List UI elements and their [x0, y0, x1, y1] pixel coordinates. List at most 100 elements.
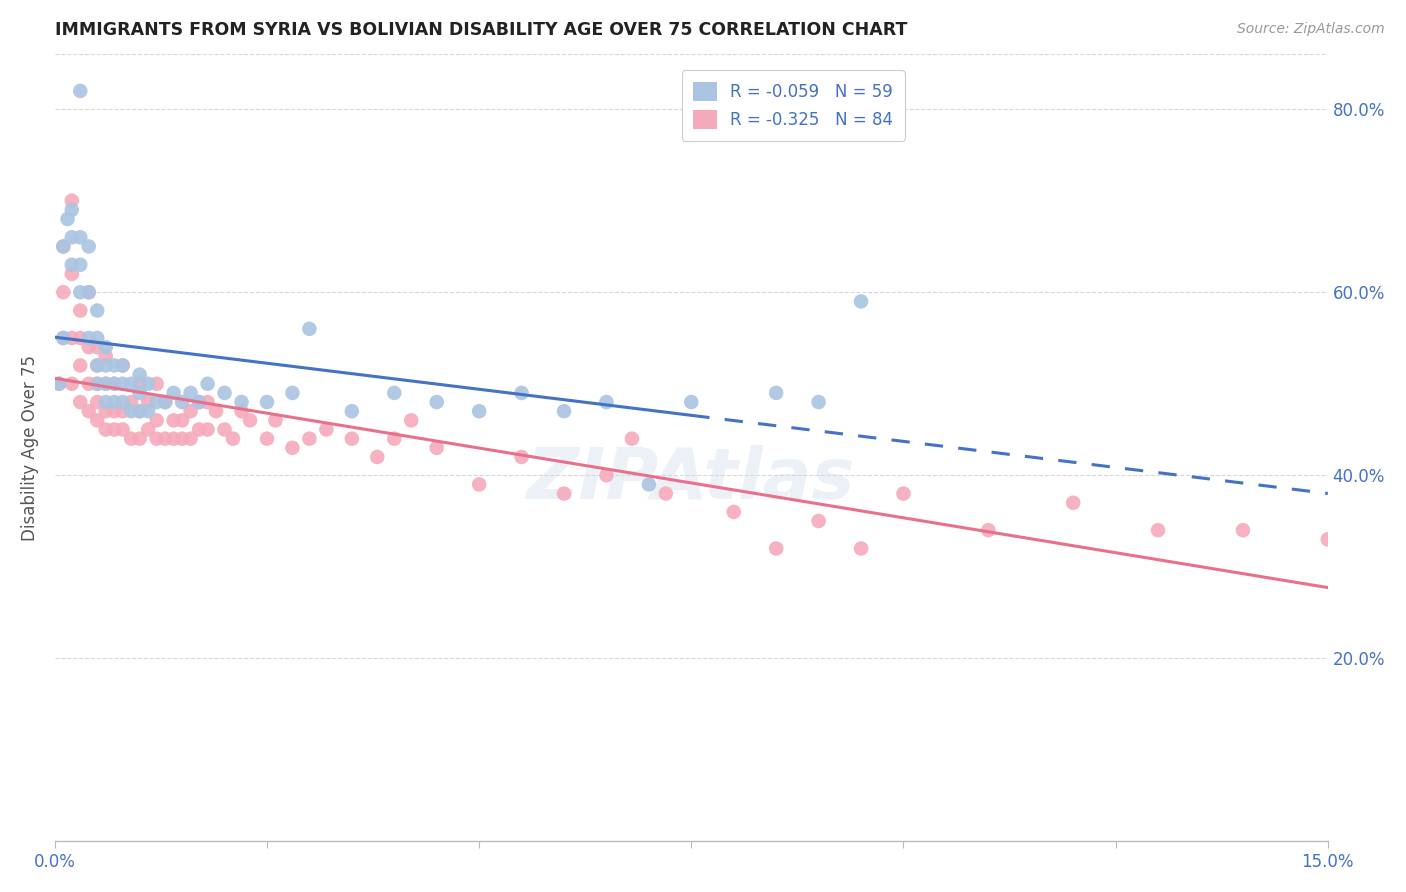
Point [468, 477, 491, 491]
Point [128, 376, 150, 391]
Point [382, 385, 405, 400]
Point [120, 376, 142, 391]
Point [366, 450, 388, 464]
Point [94, 395, 117, 409]
Point [172, 432, 194, 446]
Point [103, 395, 125, 409]
Point [103, 376, 125, 391]
Point [239, 413, 262, 427]
Point [128, 404, 150, 418]
Point [56, 212, 79, 227]
Point [69, 285, 91, 300]
Point [231, 395, 253, 409]
Point [69, 84, 91, 98]
Point [77, 239, 100, 253]
Point [103, 376, 125, 391]
Point [94, 349, 117, 363]
Point [136, 423, 159, 437]
Point [120, 395, 142, 409]
Point [298, 322, 321, 336]
Point [52, 331, 75, 345]
Point [86, 303, 108, 318]
Point [86, 395, 108, 409]
Point [849, 541, 872, 556]
Point [399, 413, 422, 427]
Point [111, 359, 134, 373]
Point [111, 376, 134, 391]
Point [52, 239, 75, 253]
Point [510, 385, 533, 400]
Point [807, 514, 830, 528]
Point [162, 413, 184, 427]
Point [298, 432, 321, 446]
Y-axis label: Disability Age Over 75: Disability Age Over 75 [21, 355, 39, 541]
Point [69, 359, 91, 373]
Point [281, 441, 304, 455]
Point [340, 404, 363, 418]
Point [153, 432, 176, 446]
Point [264, 413, 287, 427]
Point [52, 285, 75, 300]
Point [128, 432, 150, 446]
Point [60, 331, 83, 345]
Point [765, 541, 787, 556]
Point [162, 385, 184, 400]
Point [180, 404, 202, 418]
Point [638, 477, 661, 491]
Point [468, 404, 491, 418]
Point [162, 432, 184, 446]
Point [145, 376, 167, 391]
Point [145, 413, 167, 427]
Point [94, 423, 117, 437]
Point [145, 432, 167, 446]
Point [681, 395, 703, 409]
Point [180, 432, 202, 446]
Point [553, 486, 575, 500]
Point [136, 395, 159, 409]
Point [205, 404, 228, 418]
Point [1316, 533, 1339, 547]
Point [256, 432, 278, 446]
Point [86, 376, 108, 391]
Point [86, 331, 108, 345]
Point [77, 331, 100, 345]
Point [153, 395, 176, 409]
Point [382, 432, 405, 446]
Point [315, 423, 337, 437]
Point [94, 340, 117, 354]
Point [231, 404, 253, 418]
Point [77, 285, 100, 300]
Point [128, 368, 150, 382]
Text: Source: ZipAtlas.com: Source: ZipAtlas.com [1237, 22, 1385, 37]
Point [172, 413, 194, 427]
Point [86, 413, 108, 427]
Point [52, 239, 75, 253]
Point [86, 359, 108, 373]
Point [977, 523, 1000, 537]
Point [197, 395, 219, 409]
Point [60, 376, 83, 391]
Point [103, 359, 125, 373]
Point [86, 359, 108, 373]
Point [197, 423, 219, 437]
Point [86, 376, 108, 391]
Point [145, 395, 167, 409]
Point [77, 376, 100, 391]
Point [765, 385, 787, 400]
Point [120, 432, 142, 446]
Point [188, 395, 211, 409]
Point [620, 432, 643, 446]
Point [136, 376, 159, 391]
Point [180, 385, 202, 400]
Point [48, 376, 70, 391]
Point [69, 258, 91, 272]
Point [69, 331, 91, 345]
Text: ZIPAtlas: ZIPAtlas [527, 445, 856, 514]
Point [188, 395, 211, 409]
Point [60, 267, 83, 281]
Point [426, 441, 449, 455]
Point [222, 432, 245, 446]
Point [214, 385, 236, 400]
Point [103, 423, 125, 437]
Point [172, 395, 194, 409]
